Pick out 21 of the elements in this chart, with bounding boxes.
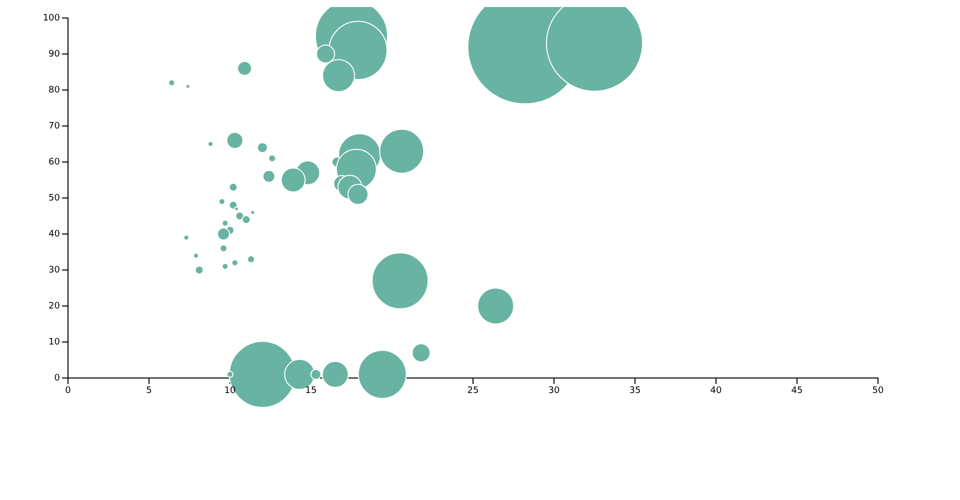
x-tick-label: 50 [872,386,884,396]
x-tick-label: 40 [710,386,722,396]
y-tick-label: 40 [48,229,60,240]
y-tick-label: 70 [48,121,60,132]
y-tick-label: 10 [48,337,60,348]
x-tick-label: 30 [548,386,560,396]
y-tick-label: 80 [48,85,60,96]
x-tick-label: 35 [629,386,641,396]
y-tick-label: 20 [48,301,60,312]
x-tick-label: 45 [791,386,803,396]
y-tick-label: 90 [48,49,60,60]
y-tick-label: 0 [54,373,60,384]
x-tick-label: 25 [467,386,479,396]
x-tick-label: 10 [224,386,236,396]
y-tick-label: 100 [42,13,60,24]
x-tick-label: 0 [65,386,72,396]
y-tick-label: 50 [48,193,60,204]
x-tick-label: 15 [305,386,317,396]
y-tick-label: 30 [48,265,60,276]
y-tick-label: 60 [48,157,60,168]
x-tick-label: 5 [146,386,152,396]
